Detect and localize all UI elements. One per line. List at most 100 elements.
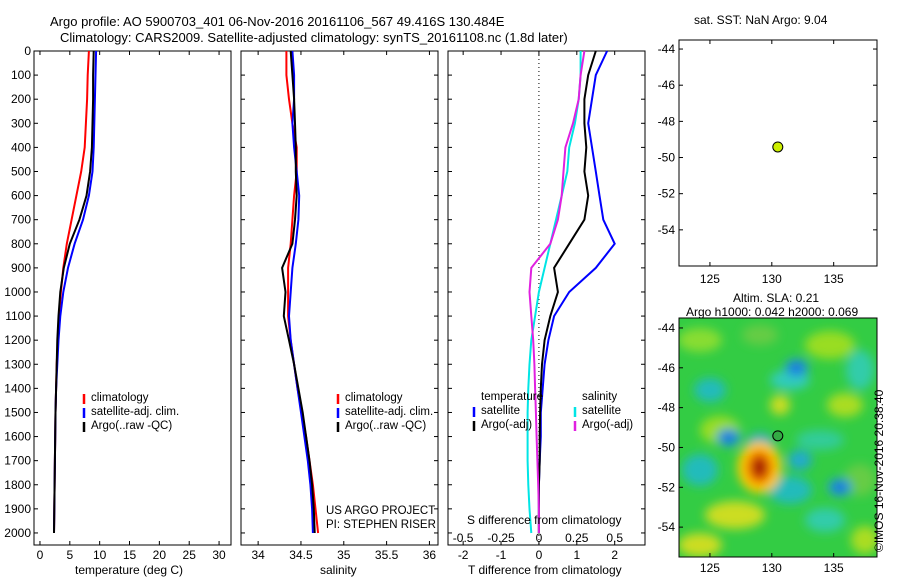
sla-texture	[679, 533, 722, 557]
series-line	[53, 50, 95, 534]
sla-texture	[827, 393, 863, 417]
sla-texture	[805, 508, 845, 532]
x-top-tick-label: 0.5	[606, 531, 623, 545]
y-tick-label: -44	[658, 42, 676, 56]
y-tick-label: -46	[658, 361, 676, 375]
x-tick-label: 35	[337, 548, 351, 562]
legend-s-argo: Argo(-adj)	[582, 419, 634, 431]
y-tick-label: 1000	[4, 285, 31, 299]
x-tick-label: 36	[423, 548, 437, 562]
y-tick-label: 1800	[4, 478, 31, 492]
y-tick-label: 1100	[5, 309, 31, 323]
y-tick-label: 1500	[4, 405, 31, 419]
map-frame	[678, 317, 878, 558]
sla-texture	[844, 464, 876, 496]
float-location-marker	[772, 430, 784, 442]
plot-frame	[447, 50, 646, 546]
y-tick-label: -54	[658, 520, 676, 534]
series-line	[281, 50, 316, 534]
legend-t-satellite: satellite	[481, 405, 520, 417]
temperature-panel: 0 5 10 15 20 25 300100200300400500600700800900…	[4, 44, 232, 562]
x-tick-label: 10	[93, 548, 107, 562]
sla-map-panel: 125 130 135 -44 -46 -48 -50 -52 -54	[658, 317, 878, 575]
map-frame	[678, 39, 878, 267]
y-tick-label: 2000	[4, 526, 31, 540]
series-line	[526, 51, 582, 534]
x-tick-label: 130	[762, 272, 782, 286]
legend-argo: Argo(..raw -QC)	[345, 420, 427, 432]
y-tick-label: 400	[11, 140, 31, 154]
sla-map-title-1: Altim. SLA: 0.21	[733, 291, 820, 305]
sla-texture	[788, 450, 812, 470]
temperature-axis-label: temperature (deg C)	[75, 563, 184, 577]
x-tick-label: 35.5	[375, 548, 399, 562]
plot-frame	[33, 50, 232, 546]
salinity-panel: 34 34.5 35 35.5 36	[240, 50, 439, 562]
series-line	[287, 50, 314, 534]
y-tick-label: 100	[11, 68, 31, 82]
y-tick-label: 600	[11, 189, 31, 203]
y-tick-label: -52	[658, 480, 676, 494]
x-top-tick-label: -0.5	[453, 531, 474, 545]
sla-map-title-2: Argo h1000: 0.042 h2000: 0.069	[686, 305, 859, 319]
x-tick-label: -1	[496, 548, 507, 562]
legend-satellite-adj: satellite-adj. clim.	[91, 406, 180, 418]
legend-satellite-adj: satellite-adj. clim.	[345, 406, 434, 418]
profile-title: Argo profile: AO 5900703_401 06-Nov-2016…	[50, 14, 505, 29]
sla-texture	[768, 476, 812, 504]
sla-texture	[796, 430, 844, 450]
y-tick-label: -46	[658, 78, 676, 92]
sla-texture	[851, 526, 877, 554]
legend-argo: Argo(..raw -QC)	[91, 420, 173, 432]
y-tick-label: -44	[658, 321, 676, 335]
y-tick-label: 1200	[4, 333, 31, 347]
y-tick-label: 300	[11, 116, 31, 130]
y-tick-label: 1900	[4, 502, 31, 516]
legend-t-argo: Argo(-adj)	[481, 419, 533, 431]
y-tick-label: -48	[658, 114, 676, 128]
x-tick-label: 34.5	[289, 548, 313, 562]
legend-climatology: climatology	[345, 392, 403, 404]
x-tick-label: 2	[611, 548, 618, 562]
sla-texture	[742, 325, 778, 345]
y-tick-label: -54	[658, 223, 676, 237]
s-difference-axis-label: S difference from climatology	[467, 513, 622, 527]
y-tick-label: 500	[11, 164, 31, 178]
x-tick-label: 0	[37, 548, 44, 562]
y-tick-label: -50	[658, 440, 676, 454]
sla-texture	[694, 378, 726, 402]
y-tick-label: 700	[11, 213, 31, 227]
legend-salinity-heading: salinity	[582, 391, 618, 403]
x-tick-label: 15	[123, 548, 137, 562]
legend-temperature-heading: temperature	[481, 391, 544, 403]
sla-texture	[846, 350, 874, 390]
sla-texture	[705, 501, 765, 529]
y-tick-label: -50	[658, 151, 676, 165]
y-tick-label: -48	[658, 401, 676, 415]
series-line	[537, 50, 597, 533]
y-tick-label: 1600	[4, 430, 31, 444]
x-tick-label: 5	[66, 548, 73, 562]
x-tick-label: 25	[183, 548, 197, 562]
x-tick-label: 130	[762, 561, 782, 575]
legend-s-satellite: satellite	[582, 405, 621, 417]
x-tick-label: 135	[824, 272, 844, 286]
sla-texture	[679, 328, 722, 352]
x-tick-label: 20	[153, 548, 167, 562]
float-location-marker	[772, 141, 784, 153]
y-tick-label: 0	[24, 44, 31, 58]
legend-climatology: climatology	[91, 392, 149, 404]
salinity-axis-label: salinity	[320, 563, 357, 577]
sla-feature	[834, 483, 845, 492]
sla-texture	[770, 395, 790, 415]
imos-watermark: ©IMOS 16-Nov-2016 20:38:40	[872, 389, 886, 552]
y-tick-label: 200	[11, 92, 31, 106]
sla-feature	[723, 433, 734, 442]
difference-panel: -2 -1 0 1 2 -0.5 -0.25 0 0.25 0.5	[447, 50, 646, 562]
x-top-tick-label: 0	[536, 531, 543, 545]
x-tick-label: 34	[251, 548, 265, 562]
sla-blobs	[679, 325, 877, 557]
x-tick-label: 30	[212, 548, 226, 562]
y-tick-label: 900	[11, 261, 31, 275]
